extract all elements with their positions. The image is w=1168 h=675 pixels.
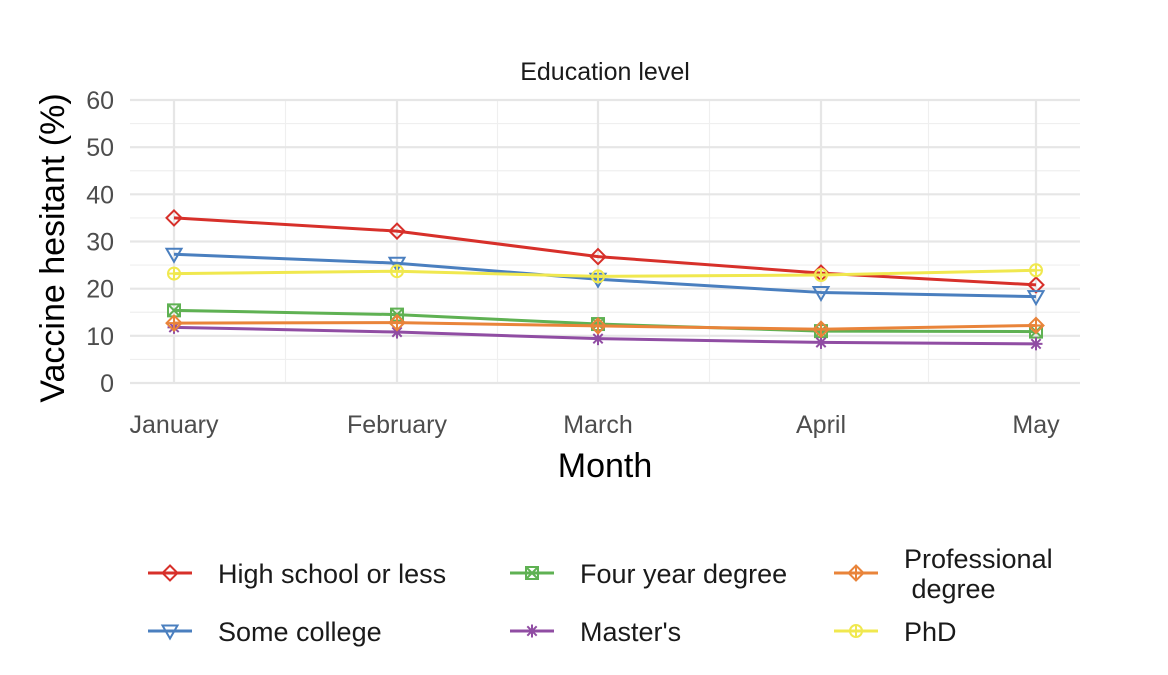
marker-shape (164, 247, 184, 264)
legend-label: High school or less (218, 559, 446, 589)
data-point (390, 325, 404, 339)
marker-shape (387, 256, 407, 273)
marker-shape (589, 247, 607, 266)
legend-key-marker (525, 624, 539, 638)
legend-key-marker (161, 564, 179, 582)
data-point (167, 266, 181, 281)
y-tick-label: 60 (86, 87, 114, 115)
legend-item: Some college (148, 617, 382, 647)
series-professional-degree (165, 313, 1045, 339)
y-axis-label: Vaccine hesitant (%) (34, 93, 72, 402)
legend-key-marker (849, 624, 863, 638)
chart-title: Education level (520, 58, 690, 86)
legend-label: PhD (904, 617, 957, 647)
legend-label: Four year degree (580, 559, 787, 589)
legend-item: High school or less (148, 559, 446, 589)
data-point (390, 264, 404, 279)
marker-shape (388, 222, 406, 241)
marker-shape (811, 285, 831, 302)
marker-shape (165, 209, 183, 227)
marker-shape (167, 303, 181, 318)
marker-shape (526, 625, 538, 637)
data-point (814, 267, 828, 282)
marker-shape (815, 337, 827, 348)
marker-shape (592, 333, 604, 345)
legend-item: Professional degree (834, 544, 1053, 604)
x-tick-label: March (563, 411, 632, 439)
series-phd (167, 263, 1043, 284)
data-point (1029, 337, 1043, 351)
series-line (173, 216, 1037, 287)
y-tick-label: 20 (86, 276, 114, 304)
legend-key-marker (847, 564, 865, 582)
marker-shape (160, 624, 180, 641)
legend-key-marker (160, 624, 180, 641)
legend-label-line: degree (904, 574, 996, 604)
data-point (165, 209, 183, 227)
legend-label: Master's (580, 617, 681, 647)
data-point (1026, 290, 1046, 307)
y-axis: 0 10 20 30 40 50 60 (86, 87, 114, 398)
legend-key-marker (525, 566, 539, 580)
data-point (589, 317, 607, 335)
data-point (164, 247, 184, 264)
marker-shape (1030, 338, 1042, 350)
x-axis-label: Month (558, 447, 653, 485)
legend-item: Four year degree (510, 559, 787, 589)
data-point (812, 320, 830, 339)
marker-shape (525, 566, 539, 580)
series-group (164, 209, 1046, 351)
legend-label-line: Professional (904, 544, 1053, 574)
y-tick-label: 40 (86, 181, 114, 209)
y-tick-label: 30 (86, 229, 114, 257)
legend-item: PhD (834, 617, 957, 647)
series-four-year-degree (167, 303, 1043, 339)
data-point (811, 285, 831, 302)
x-tick-label: May (1012, 411, 1060, 439)
marker-shape (1027, 275, 1045, 294)
data-point (1029, 263, 1043, 278)
data-point (388, 313, 406, 332)
marker-shape (1026, 290, 1046, 307)
x-axis: January February March April May (130, 411, 1061, 439)
x-tick-label: January (130, 411, 219, 439)
legend-label: Professional degree (904, 544, 1053, 604)
legend: High school or less Some college Four year… (148, 544, 1053, 647)
data-point (1027, 275, 1045, 294)
y-tick-label: 10 (86, 323, 114, 351)
x-tick-label: April (796, 411, 846, 439)
marker-shape (525, 566, 539, 580)
grid-lines (130, 98, 1080, 385)
y-tick-label: 0 (100, 370, 114, 398)
data-point (1027, 316, 1045, 335)
marker-shape (391, 326, 403, 338)
x-tick-label: February (347, 411, 448, 439)
data-point (388, 222, 406, 241)
data-point (814, 335, 828, 349)
legend-item: Master's (510, 617, 681, 647)
data-point (165, 314, 183, 333)
marker-shape (161, 564, 179, 582)
data-point (387, 256, 407, 273)
legend-label: Some college (218, 617, 382, 647)
y-tick-label: 50 (86, 134, 114, 162)
data-point (591, 269, 605, 284)
data-point (589, 247, 607, 266)
